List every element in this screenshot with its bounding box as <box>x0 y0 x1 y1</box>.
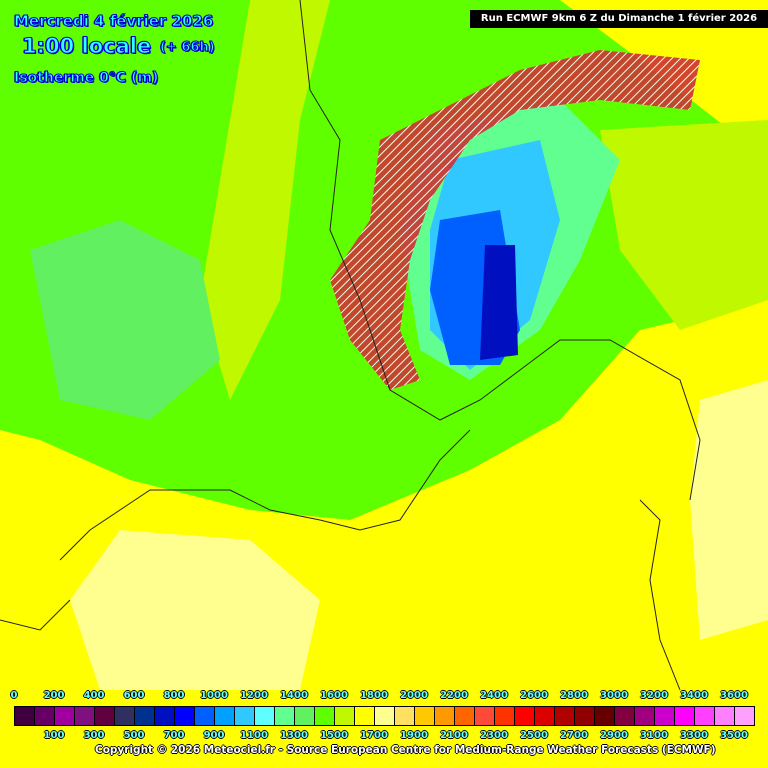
legend-swatch <box>615 707 635 725</box>
legend-swatch <box>395 707 415 725</box>
legend-swatch <box>595 707 615 725</box>
legend-swatch <box>335 707 355 725</box>
legend-swatch <box>35 707 55 725</box>
legend-label: 3400 <box>680 690 708 701</box>
legend-swatch <box>175 707 195 725</box>
legend-label: 0 <box>10 690 18 701</box>
legend-swatch <box>695 707 715 725</box>
zone-darkblue <box>480 245 518 360</box>
zone-yellowgreen-east <box>600 120 768 330</box>
legend-label: 2300 <box>480 730 508 741</box>
legend-label: 200 <box>43 690 65 701</box>
zone-lightyellow-e <box>690 380 768 640</box>
forecast-lead-time: (+ 66h) <box>160 40 216 56</box>
legend-label: 2000 <box>400 690 428 701</box>
legend-label: 1900 <box>400 730 428 741</box>
zone-lightyellow-sw <box>70 530 320 690</box>
legend-swatch <box>575 707 595 725</box>
legend-swatch <box>555 707 575 725</box>
parameter-title: Isotherme 0°C (m) <box>13 70 159 87</box>
legend-swatch <box>415 707 435 725</box>
legend-label: 3600 <box>720 690 748 701</box>
legend-swatch <box>535 707 555 725</box>
legend-label: 500 <box>123 730 145 741</box>
legend-label: 900 <box>203 730 225 741</box>
legend-swatch <box>495 707 515 725</box>
legend-swatch <box>455 707 475 725</box>
legend-label: 300 <box>83 730 105 741</box>
legend-label: 3200 <box>640 690 668 701</box>
forecast-time: 1:00 locale <box>21 34 152 59</box>
legend-swatch <box>275 707 295 725</box>
legend-label: 3500 <box>720 730 748 741</box>
legend-label: 1300 <box>280 730 308 741</box>
legend-label: 1700 <box>360 730 388 741</box>
run-info: Run ECMWF 9km 6 Z du Dimanche 1 février … <box>470 10 768 28</box>
legend-label: 1800 <box>360 690 388 701</box>
legend-swatch <box>655 707 675 725</box>
legend-swatch <box>295 707 315 725</box>
legend-swatch <box>215 707 235 725</box>
legend-label: 3100 <box>640 730 668 741</box>
legend-label: 1200 <box>240 690 268 701</box>
copyright-text: Copyright © 2026 Meteociel.fr - Source E… <box>95 744 716 756</box>
legend-swatch <box>315 707 335 725</box>
legend-swatch <box>675 707 695 725</box>
zone-yellowgreen <box>200 0 330 400</box>
legend-swatch <box>195 707 215 725</box>
legend-swatch <box>635 707 655 725</box>
legend-swatch <box>75 707 95 725</box>
legend-swatch <box>475 707 495 725</box>
legend-label: 1500 <box>320 730 348 741</box>
legend-label: 1000 <box>200 690 228 701</box>
legend-swatch <box>435 707 455 725</box>
legend-swatch <box>115 707 135 725</box>
legend-label: 2900 <box>600 730 628 741</box>
legend-swatch <box>515 707 535 725</box>
zone-alps-high <box>330 50 700 390</box>
legend-swatch <box>235 707 255 725</box>
legend-label: 3300 <box>680 730 708 741</box>
legend-label: 2400 <box>480 690 508 701</box>
legend-label: 600 <box>123 690 145 701</box>
legend-swatch <box>135 707 155 725</box>
legend-swatch <box>55 707 75 725</box>
legend-label: 700 <box>163 730 185 741</box>
legend-label: 1600 <box>320 690 348 701</box>
legend-color-bar <box>14 706 755 726</box>
borders <box>0 0 701 691</box>
legend-label: 2500 <box>520 730 548 741</box>
legend-label: 400 <box>83 690 105 701</box>
legend-label: 3000 <box>600 690 628 701</box>
zone-lightgreen-west <box>30 220 220 420</box>
forecast-date: Mercredi 4 février 2026 <box>13 12 214 31</box>
legend-swatch <box>255 707 275 725</box>
legend-label: 800 <box>163 690 185 701</box>
legend-label: 1400 <box>280 690 308 701</box>
legend-label: 2100 <box>440 730 468 741</box>
legend-label: 2200 <box>440 690 468 701</box>
legend-swatch <box>735 707 754 725</box>
legend-label: 1100 <box>240 730 268 741</box>
legend-swatch <box>375 707 395 725</box>
legend-swatch <box>95 707 115 725</box>
legend-swatch <box>15 707 35 725</box>
legend-label: 2600 <box>520 690 548 701</box>
legend-swatch <box>155 707 175 725</box>
legend-label: 2800 <box>560 690 588 701</box>
legend-swatch <box>715 707 735 725</box>
legend-swatch <box>355 707 375 725</box>
legend-label: 2700 <box>560 730 588 741</box>
legend-label: 100 <box>43 730 65 741</box>
